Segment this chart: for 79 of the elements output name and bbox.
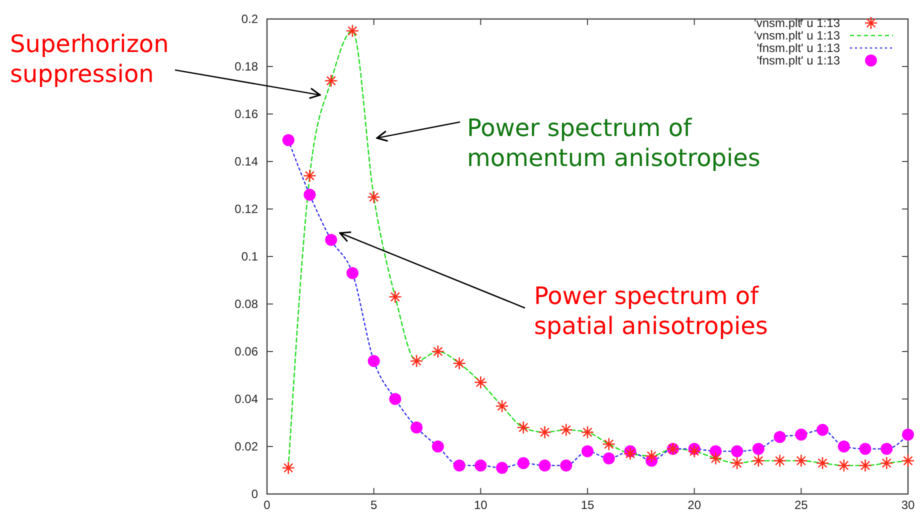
point xyxy=(859,442,872,455)
x-tick-label: 0 xyxy=(264,498,271,512)
point xyxy=(474,376,488,390)
point xyxy=(516,420,530,434)
point xyxy=(560,460,572,472)
point xyxy=(644,449,658,463)
x-tick-label: 25 xyxy=(794,498,808,512)
point xyxy=(752,454,766,468)
point xyxy=(452,356,466,370)
point xyxy=(731,445,744,458)
point xyxy=(794,454,808,468)
point xyxy=(453,460,466,472)
x-tick-label: 15 xyxy=(580,498,594,512)
point xyxy=(431,344,445,358)
point xyxy=(559,423,573,437)
point xyxy=(282,461,296,475)
point xyxy=(730,456,744,470)
point xyxy=(388,290,402,304)
point xyxy=(368,355,380,367)
point xyxy=(432,440,444,452)
point xyxy=(602,437,616,451)
legend-label: 'fnsm.plt' u 1:13 xyxy=(756,54,840,68)
y-tick-label: 0.06 xyxy=(234,344,258,358)
legend-label: 'vnsm.plt' u 1:13 xyxy=(754,28,840,42)
point xyxy=(795,428,808,441)
point xyxy=(304,188,316,201)
x-tick-label: 10 xyxy=(474,498,488,512)
point xyxy=(410,354,424,368)
point xyxy=(346,24,360,38)
y-tick-label: 0 xyxy=(251,487,258,501)
point xyxy=(880,456,894,470)
point xyxy=(624,446,637,460)
y-tick-label: 0.14 xyxy=(234,154,258,168)
x-tick-label: 30 xyxy=(901,498,915,512)
point xyxy=(752,442,764,455)
point xyxy=(774,431,786,443)
point xyxy=(773,454,786,468)
point xyxy=(474,460,487,472)
point xyxy=(602,452,615,464)
y-tick-label: 0.1 xyxy=(241,250,258,264)
point xyxy=(538,426,552,439)
point xyxy=(410,422,423,434)
point xyxy=(709,452,722,466)
point xyxy=(816,456,830,470)
text: Superhorizon suppression xyxy=(10,30,169,88)
point xyxy=(367,190,380,204)
point xyxy=(901,454,915,468)
point xyxy=(495,399,509,413)
point xyxy=(838,440,850,452)
point xyxy=(880,442,893,455)
legend-label: 'vnsm.plt' u 1:13 xyxy=(754,16,840,30)
point xyxy=(837,458,851,472)
point xyxy=(580,426,594,439)
y-tick-label: 0.18 xyxy=(234,60,258,74)
point xyxy=(902,428,914,441)
point xyxy=(346,267,358,280)
x-tick-label: 20 xyxy=(688,498,702,512)
point xyxy=(389,393,402,405)
y-tick-label: 0.2 xyxy=(241,12,258,26)
legend-label: 'fnsm.plt' u 1:13 xyxy=(756,41,840,55)
y-tick-label: 0.16 xyxy=(234,107,258,121)
point xyxy=(282,134,294,146)
point xyxy=(816,424,829,436)
y-tick-label: 0.12 xyxy=(234,202,258,216)
point xyxy=(325,234,338,246)
point xyxy=(496,462,508,474)
point xyxy=(517,457,530,470)
point xyxy=(858,458,872,472)
point xyxy=(688,444,701,458)
point xyxy=(582,445,594,458)
annotation: Power spectrum of spatial anisotropies xyxy=(534,282,768,340)
y-tick-label: 0.02 xyxy=(234,440,258,454)
y-tick-label: 0.04 xyxy=(234,392,258,406)
y-tick-label: 0.08 xyxy=(234,297,258,311)
annotation: Power spectrum of momentum anisotropies xyxy=(467,114,760,172)
point xyxy=(538,460,551,472)
x-tick-label: 5 xyxy=(370,498,378,512)
point xyxy=(324,74,338,88)
point xyxy=(303,169,316,182)
